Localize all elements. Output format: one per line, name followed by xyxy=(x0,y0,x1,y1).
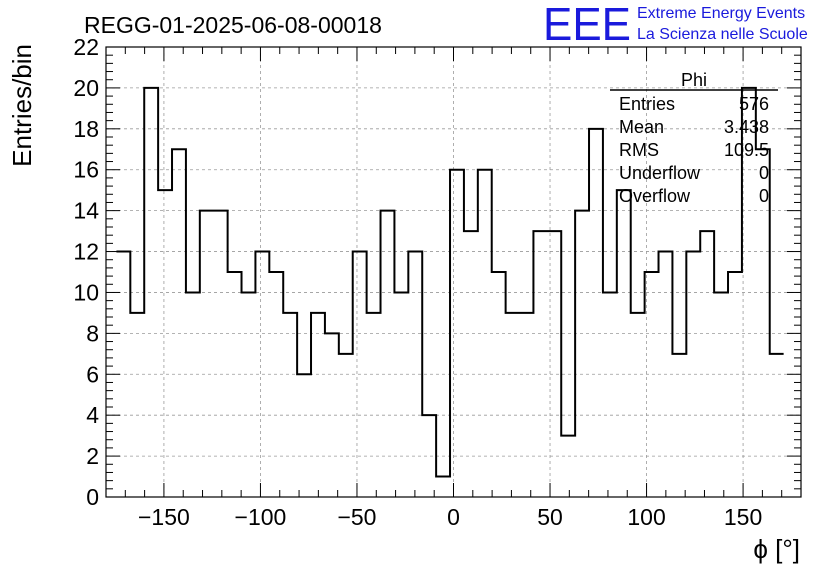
stats-box: Phi Entries 576 Mean 3.438 RMS 109.5 Underflow… xyxy=(610,70,778,206)
histogram-line xyxy=(116,86,784,478)
stats-row-label: Overflow xyxy=(619,186,691,206)
x-tick-label: 100 xyxy=(627,504,665,530)
stats-row-value: 0 xyxy=(759,186,769,206)
tick-labels: 0 2 4 6 8 10 12 14 16 18 20 22 −150 −100 −50 0 50 100 150 xyxy=(73,34,762,530)
stats-row-label: Mean xyxy=(619,117,664,137)
chart-title: REGG-01-2025-06-08-00018 xyxy=(84,12,382,38)
plot-frame xyxy=(105,46,802,498)
stats-row-value: 3.438 xyxy=(724,117,769,137)
stats-row-label: Entries xyxy=(619,94,675,114)
y-tick-label: 6 xyxy=(86,361,99,387)
x-tick-label: 150 xyxy=(724,504,762,530)
x-tick-label: −150 xyxy=(138,504,190,530)
stats-rows: Entries 576 Mean 3.438 RMS 109.5 Underflow 0 Ove… xyxy=(619,94,769,206)
stats-row-value: 0 xyxy=(759,163,769,183)
y-tick-label: 14 xyxy=(73,198,99,224)
x-tick-label: −50 xyxy=(337,504,376,530)
logo-mark: EEE xyxy=(543,0,631,50)
y-tick-label: 12 xyxy=(73,239,99,265)
y-tick-label: 18 xyxy=(73,116,99,142)
y-tick-label: 16 xyxy=(73,157,99,183)
y-tick-label: 10 xyxy=(73,279,99,305)
eee-logo: EEE Extreme Energy Events La Scienza nel… xyxy=(543,0,808,50)
y-tick-label: 22 xyxy=(73,34,99,60)
y-tick-label: 4 xyxy=(86,402,99,428)
y-tick-label: 8 xyxy=(86,320,99,346)
y-tick-label: 0 xyxy=(86,484,99,510)
stats-title: Phi xyxy=(681,70,707,90)
logo-line2: La Scienza nelle Scuole xyxy=(637,26,808,43)
x-tick-label: 50 xyxy=(537,504,563,530)
x-tick-label: −100 xyxy=(235,504,287,530)
x-tick-label: 0 xyxy=(447,504,460,530)
stats-row-value: 576 xyxy=(739,94,769,114)
stats-row-value: 109.5 xyxy=(724,140,769,160)
y-tick-label: 2 xyxy=(86,443,99,469)
y-axis-title: Entries/bin xyxy=(7,44,37,167)
y-tick-label: 20 xyxy=(73,75,99,101)
grid xyxy=(106,47,801,497)
axis-ticks xyxy=(106,46,801,498)
stats-row-label: Underflow xyxy=(619,163,701,183)
logo-line1: Extreme Energy Events xyxy=(637,5,805,22)
x-axis-title: ϕ [°] xyxy=(753,534,800,564)
stats-row-label: RMS xyxy=(619,140,659,160)
